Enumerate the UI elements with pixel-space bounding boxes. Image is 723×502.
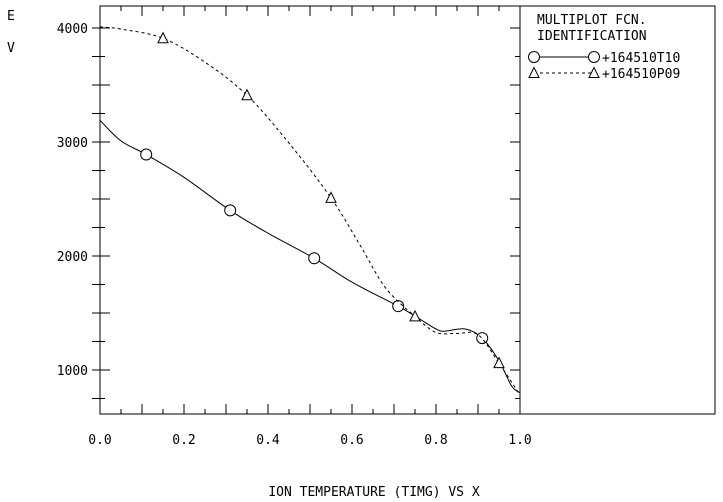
triangle-marker [241, 88, 253, 101]
circle-marker [392, 300, 405, 313]
legend-entries: +164510T10+164510P09 [528, 51, 680, 82]
axis-ticks [92, 6, 521, 414]
axis-tick-labels: 0.0 0.2 0.4 0.6 0.8 1.0 1000 2000 3000 4000 [57, 22, 532, 448]
x-tick-label: 0.0 [88, 433, 111, 448]
circle-marker [308, 252, 321, 265]
circle-marker [140, 148, 153, 161]
triangle-marker [157, 31, 169, 44]
legend-marker [588, 51, 600, 63]
circle-marker [476, 332, 489, 345]
circle-marker [224, 204, 237, 217]
series-2 [99, 26, 521, 396]
legend-marker [528, 51, 540, 63]
triangle-marker [325, 191, 337, 203]
y-tick-label: 4000 [57, 22, 88, 37]
y-tick-label: 3000 [57, 136, 88, 151]
y-axis-label-line2: V [7, 41, 15, 56]
series-1 [99, 119, 521, 394]
series-layer [99, 26, 521, 396]
legend-marker [588, 66, 600, 78]
x-tick-label: 0.2 [172, 433, 195, 448]
legend-marker [528, 66, 540, 78]
legend-title-line2: IDENTIFICATION [537, 29, 647, 44]
plot-frame [99, 5, 521, 415]
legend-title-line1: MULTIPLOT FCN. [537, 13, 647, 28]
series-line [99, 26, 521, 396]
x-tick-label: 1.0 [508, 433, 531, 448]
x-tick-label: 0.8 [424, 433, 447, 448]
y-tick-label: 2000 [57, 250, 88, 265]
legend-label: +164510T10 [602, 51, 680, 66]
x-tick-label: 0.4 [256, 433, 280, 448]
y-tick-label: 1000 [57, 364, 88, 379]
x-axis-label: ION TEMPERATURE (TIMG) VS X [268, 485, 479, 500]
legend-frame [519, 5, 716, 415]
y-axis-label-line1: E [7, 9, 15, 24]
triangle-marker [409, 309, 421, 322]
x-tick-label: 0.6 [340, 433, 363, 448]
legend-label: +164510P09 [602, 67, 680, 82]
triangle-marker [493, 356, 505, 369]
